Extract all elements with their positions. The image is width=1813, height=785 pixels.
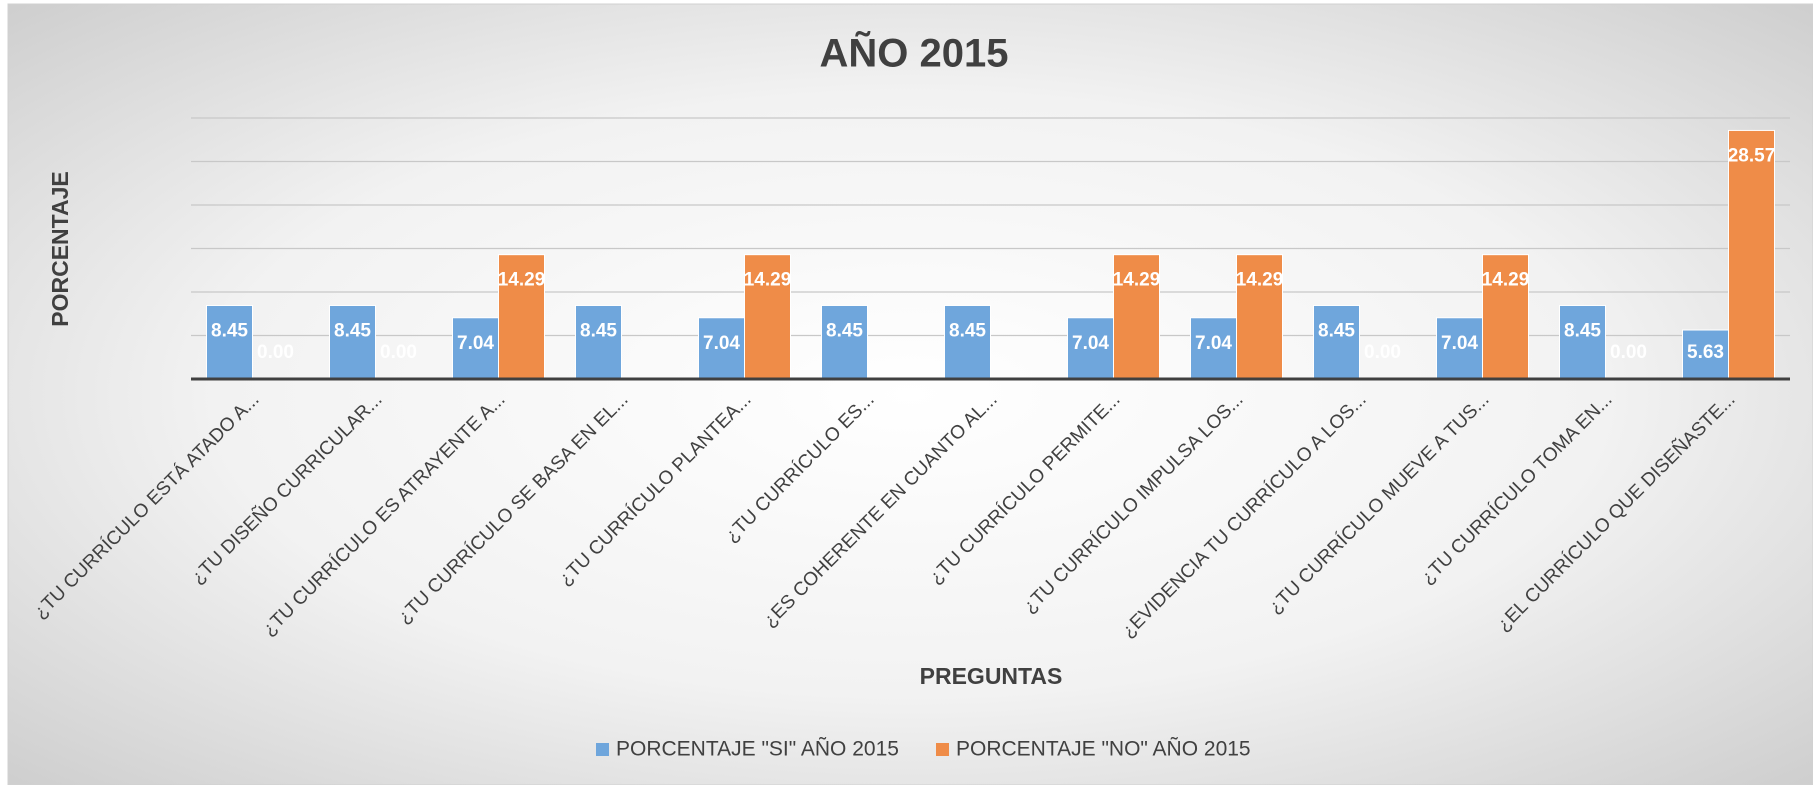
data-label: 0.00 (1364, 342, 1401, 363)
bar (1313, 304, 1360, 380)
data-label: 7.04 (1072, 333, 1109, 354)
data-label: 0.00 (1610, 342, 1647, 363)
bar (1067, 317, 1114, 380)
data-label: 8.45 (1318, 321, 1355, 342)
data-label: 7.04 (1195, 333, 1232, 354)
bar (1482, 254, 1529, 380)
chart-background (7, 3, 1813, 785)
legend-label: PORCENTAJE "SI" AÑO 2015 (616, 737, 899, 761)
bar (1113, 254, 1160, 380)
y-axis-label: PORCENTAJE (47, 171, 73, 327)
legend-label: PORCENTAJE "NO" AÑO 2015 (956, 737, 1251, 761)
data-label: 8.45 (334, 321, 371, 342)
data-label: 8.45 (211, 321, 248, 342)
bar (575, 304, 622, 380)
data-label: 0.00 (257, 342, 294, 363)
legend-swatch (936, 743, 949, 756)
bar (1236, 254, 1283, 380)
data-label: 8.45 (1564, 321, 1601, 342)
bar (944, 304, 991, 380)
data-label: 8.45 (949, 321, 986, 342)
bar (698, 317, 745, 380)
data-label: 8.45 (826, 321, 863, 342)
x-axis-label: PREGUNTAS (920, 663, 1063, 689)
data-label: 28.57 (1728, 145, 1776, 166)
data-label: 7.04 (1441, 333, 1478, 354)
data-label: 7.04 (457, 333, 494, 354)
bar (1559, 304, 1606, 380)
bar (744, 254, 791, 380)
bar (1728, 129, 1775, 380)
chart-title: AÑO 2015 (820, 30, 1009, 76)
legend-swatch (596, 743, 609, 756)
data-label: 5.63 (1687, 342, 1724, 363)
data-label: 14.29 (744, 270, 792, 291)
data-label: 14.29 (498, 270, 546, 291)
bar (329, 304, 376, 380)
data-label: 7.04 (703, 333, 740, 354)
data-label: 8.45 (580, 321, 617, 342)
bar (1436, 317, 1483, 380)
data-label: 14.29 (1113, 270, 1161, 291)
data-label: 14.29 (1482, 270, 1530, 291)
bar (821, 304, 868, 380)
data-label: 0.00 (380, 342, 417, 363)
data-label: 14.29 (1236, 270, 1284, 291)
bar (206, 304, 253, 380)
